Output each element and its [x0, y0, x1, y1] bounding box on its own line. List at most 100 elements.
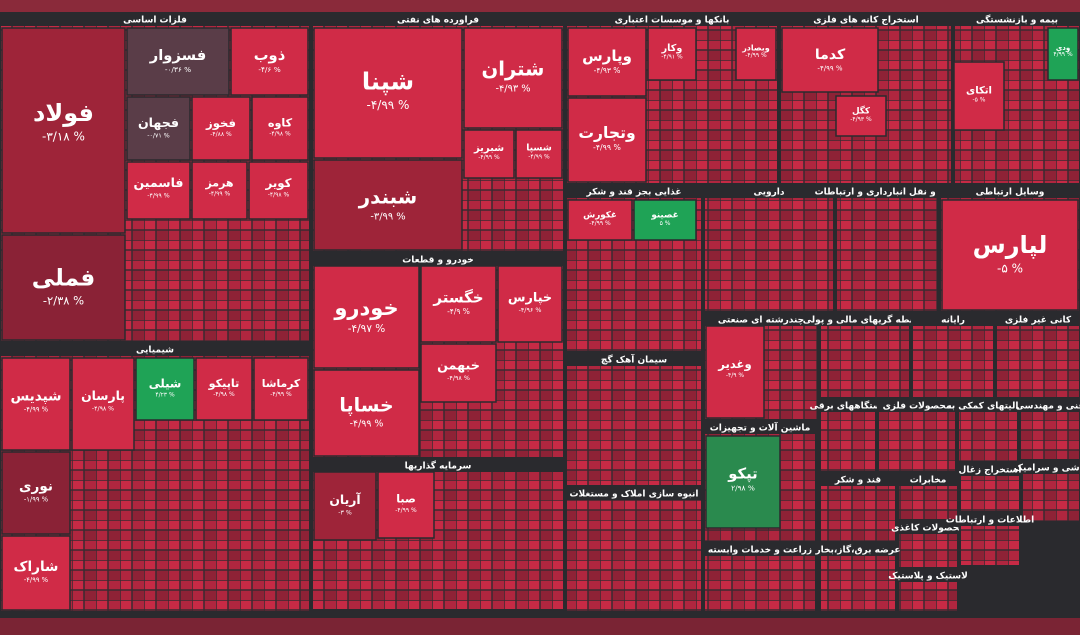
tile-name: شپدیس	[10, 389, 61, 405]
tile	[313, 27, 463, 159]
tile-name: شتران	[482, 58, 545, 81]
sector-header	[0, 344, 310, 356]
tile	[420, 343, 497, 403]
tile-name: خساپا	[339, 395, 393, 417]
sector-header	[820, 314, 910, 326]
tile-change: -۴/۹ %	[726, 372, 745, 379]
tile-change: ۵ %	[660, 220, 671, 227]
sector-title: استخراج کانه های فلزی	[813, 16, 918, 26]
tile-change: -۴/۹۶ %	[519, 306, 542, 314]
tile	[248, 161, 309, 220]
tile-name: فخوز	[205, 116, 236, 131]
tile-change: -۴/۶ %	[258, 65, 280, 74]
tile-name: شیلی	[149, 377, 182, 391]
sector-header	[1022, 462, 1080, 474]
tile-change: -۴/۹۹ %	[593, 143, 621, 152]
tile-name: وتجارت	[578, 124, 635, 142]
tile	[463, 27, 563, 129]
tile-change: -۲/۳۸ %	[43, 294, 84, 308]
sector	[565, 353, 703, 487]
sector-header	[878, 400, 956, 412]
tile	[567, 97, 647, 183]
tile	[126, 161, 191, 220]
sector-header	[820, 474, 896, 486]
tile-name: ودی	[1056, 44, 1070, 52]
sector-title: عرضه برق،گاز،بخار	[814, 544, 900, 556]
tile-name: شسپا	[526, 143, 552, 154]
tile	[313, 265, 420, 369]
sector-title: کانی غیر فلزی	[1005, 316, 1072, 326]
tile-change: -۴/۹۳ %	[495, 84, 530, 95]
tile-change: -۴/۹۸ %	[213, 391, 235, 398]
tile-change: -۴/۹۹ %	[745, 52, 767, 59]
tile-change: -۰/۳۶ %	[165, 65, 191, 74]
tile-name: فسزوار	[149, 47, 207, 64]
tile	[191, 161, 248, 220]
sector-header	[312, 254, 564, 266]
sector-title: سرمایه گذاریها	[405, 460, 472, 472]
tile-change: -۴/۹۹ %	[528, 153, 550, 160]
tile	[420, 265, 497, 343]
sector-title: ماشین آلات و تجهیزات	[710, 422, 811, 434]
tile	[313, 369, 420, 457]
sector-header	[820, 544, 896, 556]
tile-name: شپنا	[362, 68, 414, 96]
tile-change: -۴/۹۹ %	[367, 98, 410, 112]
tile-name: تاپیکو	[208, 377, 240, 390]
sector-header	[704, 544, 816, 556]
tile	[253, 357, 309, 421]
sector-title: واسطه گریهای مالی و پولی	[803, 314, 928, 326]
tile	[705, 435, 781, 529]
tile-name: غکورش	[583, 211, 617, 221]
tile-change: -۴/۹۹ %	[478, 154, 500, 161]
sector-header	[960, 464, 1020, 476]
tile	[126, 27, 230, 96]
tile-change: -۴/۹۸ %	[92, 405, 114, 412]
tile-name: شاراک	[14, 559, 59, 575]
sector-header	[1020, 400, 1080, 412]
sector	[835, 185, 939, 313]
tile-change: -۴/۹۸ %	[269, 131, 291, 138]
tile	[515, 129, 563, 179]
tile	[647, 27, 697, 81]
sector-header	[940, 186, 1080, 198]
tile	[126, 96, 191, 161]
bottom-band	[0, 618, 1080, 635]
sector-header	[704, 314, 818, 326]
sector	[819, 313, 911, 399]
sector-header	[898, 474, 958, 486]
sector-title: فلزات اساسی	[123, 16, 187, 26]
tile-change: -۴/۹۹ %	[589, 220, 611, 227]
tile-change: -۴/۹۹ %	[395, 507, 417, 514]
tile-change: -۴/۹ %	[447, 307, 470, 316]
sector-header	[898, 570, 958, 582]
top-band	[0, 0, 1080, 12]
tile-name: وپارس	[582, 47, 632, 66]
tile-change: -۱/۹۹ %	[24, 495, 49, 503]
tile-name: ذوب	[254, 47, 286, 64]
tile-name: شبریز	[473, 143, 504, 154]
tile-change: -۵ %	[997, 262, 1023, 276]
tile	[941, 199, 1079, 311]
tile-name: خودرو	[333, 296, 398, 320]
sector-header	[312, 460, 564, 472]
tile-change: -۴/۸۸ %	[210, 131, 232, 138]
sector-title: قند و شکر	[834, 476, 881, 486]
sector-title: سیمان آهک گچ	[601, 354, 667, 366]
tile-name: وکار	[661, 43, 683, 54]
sector-header	[954, 14, 1080, 26]
tile	[191, 96, 251, 161]
tile-change: ۲/۹۸ %	[731, 484, 755, 493]
sector-title: زراعت و خدمات وابسته	[708, 546, 812, 556]
tile	[377, 471, 435, 539]
tile-change: -۳/۹۹ %	[370, 212, 405, 223]
sector-header	[566, 354, 702, 366]
sector-header	[566, 186, 702, 198]
tile-name: فولاد	[33, 99, 94, 127]
sector-title: بیمه و بازنشستگی	[976, 14, 1058, 26]
tile	[1, 234, 126, 341]
tile-name: آریان	[329, 492, 361, 507]
sector-title: حمل و نقل انبارداری و ارتباطات	[815, 188, 960, 198]
tile-name: صبا	[396, 493, 416, 506]
